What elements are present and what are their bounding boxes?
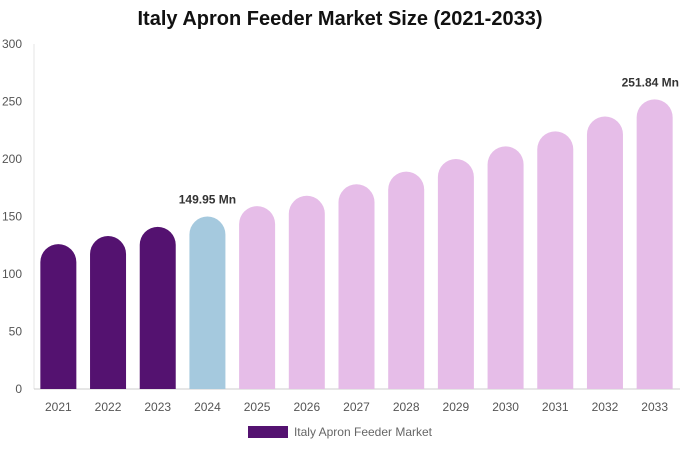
y-axis: 0 50 100 150 200 250 300 [2, 37, 35, 396]
x-tick-label: 2024 [194, 400, 221, 414]
bar-2026[interactable] [288, 195, 325, 389]
x-tick-label: 2033 [641, 400, 668, 414]
y-tick-label: 100 [2, 267, 22, 281]
y-tick-label: 300 [2, 37, 22, 51]
x-tick-label: 2023 [144, 400, 171, 414]
x-tick-label: 2025 [244, 400, 271, 414]
legend-swatch [247, 426, 288, 438]
bar-2032[interactable] [586, 116, 623, 389]
bar-2030[interactable] [487, 146, 524, 389]
y-tick-label: 250 [2, 95, 22, 109]
bar-2028[interactable] [388, 171, 425, 389]
data-label: 251.84 Mn [622, 75, 679, 89]
x-tick-label: 2032 [592, 400, 619, 414]
legend[interactable]: Italy Apron Feeder Market [0, 425, 680, 439]
bar-2023[interactable] [139, 226, 176, 389]
x-tick-label: 2021 [45, 400, 72, 414]
x-axis: 2021 2022 2023 2024 2025 2026 2027 2028 2029 2030… [34, 388, 680, 414]
bar-2027[interactable] [338, 184, 375, 389]
legend-label: Italy Apron Feeder Market [293, 425, 433, 439]
y-tick-label: 150 [2, 210, 22, 224]
bar-2031[interactable] [537, 131, 574, 389]
data-label: 149.95 Mn [179, 193, 236, 207]
y-tick-label: 50 [9, 325, 23, 339]
chart-title: Italy Apron Feeder Market Size (2021-203… [137, 8, 543, 30]
x-tick-label: 2027 [343, 400, 370, 414]
x-tick-label: 2029 [443, 400, 470, 414]
y-tick-label: 200 [2, 152, 22, 166]
y-tick-label: 0 [15, 382, 22, 396]
bar-2029[interactable] [437, 159, 474, 389]
bars [40, 99, 673, 389]
bar-2022[interactable] [90, 236, 127, 389]
bar-2021[interactable] [40, 244, 77, 389]
bar-2033[interactable] [636, 99, 673, 389]
x-tick-label: 2031 [542, 400, 569, 414]
x-tick-label: 2030 [492, 400, 519, 414]
bar-2024[interactable] [189, 216, 226, 389]
x-tick-label: 2026 [293, 400, 320, 414]
x-tick-label: 2022 [95, 400, 122, 414]
data-labels: 149.95 Mn 251.84 Mn [179, 75, 679, 206]
bar-2025[interactable] [239, 206, 276, 389]
x-tick-label: 2028 [393, 400, 420, 414]
